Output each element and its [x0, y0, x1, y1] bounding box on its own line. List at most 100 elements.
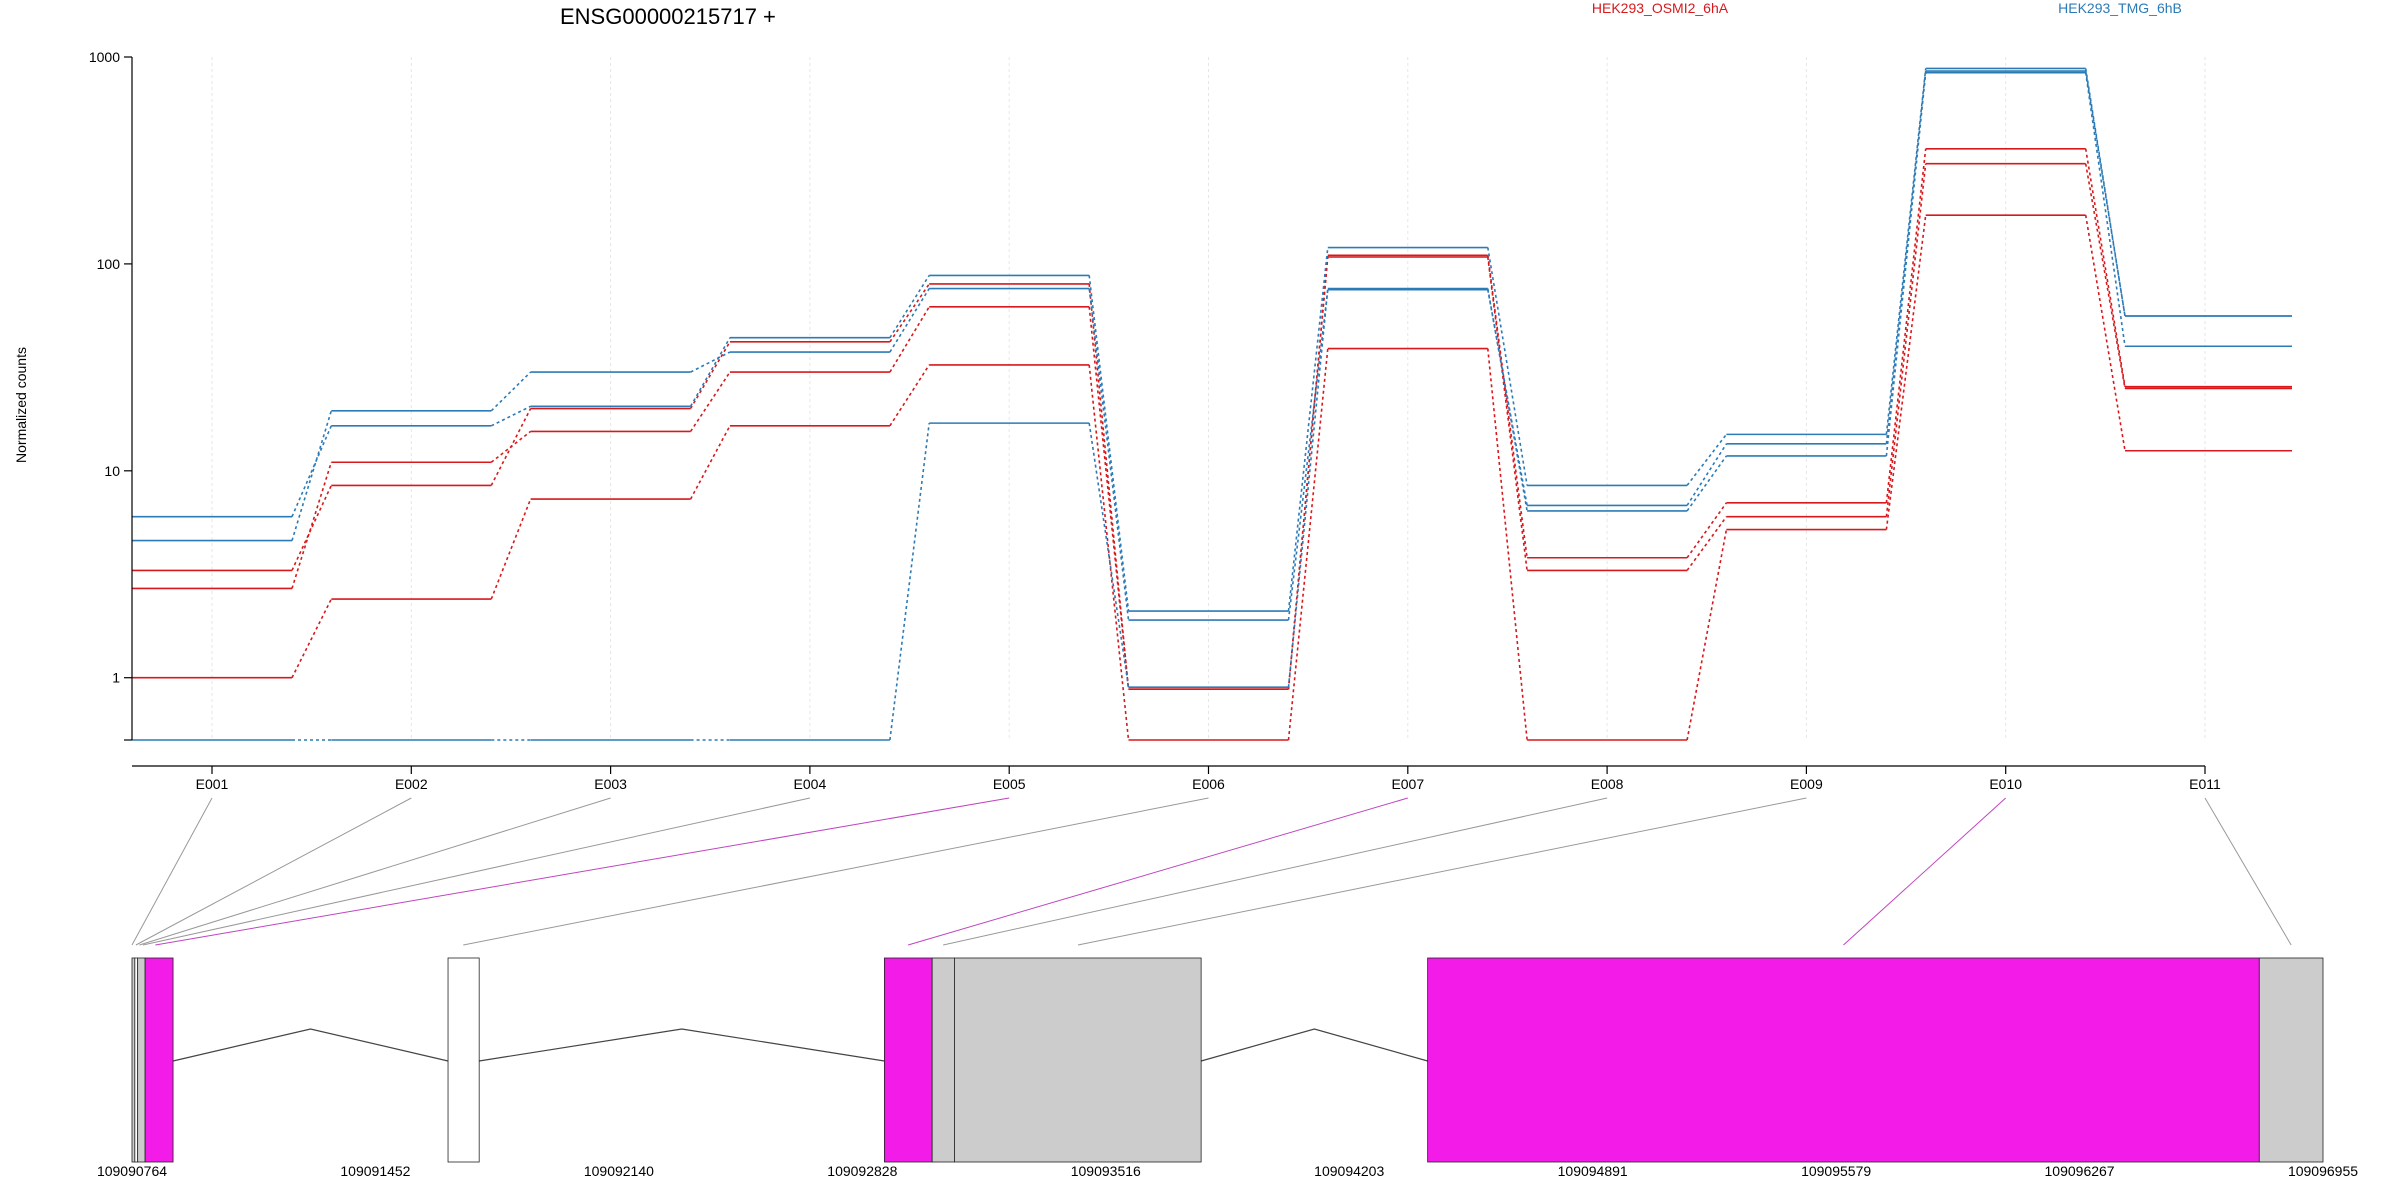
axes: 1 10 100 1000 E001 E002 E003 E004 E005 E006 E007 E0… [89, 49, 2221, 792]
data-connector [291, 598, 333, 679]
data-connector [689, 337, 731, 407]
data-connector [1885, 72, 1927, 457]
exon-link-line [131, 797, 213, 946]
y-tick-label: 1000 [89, 49, 120, 65]
series-HEK293_OSMI2_6hA [132, 148, 2292, 691]
exon-link-line [139, 797, 611, 946]
data-connector [689, 341, 731, 409]
data-connector [889, 283, 930, 343]
data-connector [1088, 283, 1130, 690]
data-connector [490, 405, 531, 427]
x-tick-label: E003 [594, 776, 627, 792]
series-HEK293_TMG_6hB [132, 67, 2292, 612]
series-HEK293_OSMI2_6hA [132, 162, 2292, 691]
x-tick-label: E001 [196, 776, 229, 792]
x-tick-label: E011 [2189, 776, 2221, 792]
data-connector [490, 430, 532, 463]
gene-model: 109090764 109091452 109092140 109092828 1090… [97, 957, 2358, 1179]
coordinate-label: 109094203 [1314, 1163, 1384, 1179]
data-connector [689, 371, 731, 432]
data-connector [1686, 455, 1728, 512]
series-HEK293_OSMI2_6hA [132, 214, 2292, 741]
data-connector [291, 462, 333, 589]
data-connector [1088, 423, 1130, 688]
data-connector [490, 498, 532, 600]
data-connector [2084, 215, 2126, 451]
chart-title: ENSG00000215717 + [560, 4, 776, 29]
exon-link-line [907, 797, 1408, 946]
y-axis-label: Normalized counts [13, 347, 29, 463]
y-tick-label: 100 [97, 256, 121, 272]
coordinate-label: 109095579 [1801, 1163, 1871, 1179]
coordinate-label: 109093516 [1071, 1163, 1141, 1179]
data-connector [490, 371, 532, 412]
data-connector [1088, 275, 1130, 612]
exon-box-gray [137, 957, 146, 1163]
data-connector [2084, 148, 2126, 387]
data-connector [291, 485, 333, 571]
data-connector [1088, 306, 1130, 690]
data-connector [2084, 70, 2126, 317]
intron-line [479, 1028, 885, 1062]
series-HEK293_TMG_6hB [132, 71, 2292, 741]
data-connector [1287, 256, 1329, 690]
exon-link-line [135, 797, 412, 946]
data-connector [889, 423, 930, 741]
coordinate-label: 109096267 [2045, 1163, 2115, 1179]
coordinate-label: 109094891 [1558, 1163, 1628, 1179]
exon-link-line [1077, 797, 1807, 946]
vertical-grid [211, 57, 2206, 740]
exon-link-line [463, 797, 1209, 946]
data-connector [1686, 502, 1728, 559]
data-connector [889, 274, 930, 339]
exon-box-gray [131, 957, 136, 1163]
exon-box-magenta [144, 957, 174, 1163]
series-HEK293_TMG_6hB [132, 70, 2292, 621]
y-tick-label: 1 [112, 670, 120, 686]
data-connector [291, 425, 333, 518]
data-connector [1686, 516, 1728, 571]
exon-link-line [2204, 797, 2292, 946]
legend-entry-osmi2: HEK293_OSMI2_6hA [1592, 0, 1729, 16]
intron-line [172, 1028, 449, 1062]
data-connector [1686, 433, 1728, 486]
data-connector [1885, 68, 1927, 435]
data-connector [889, 288, 930, 353]
coordinate-label: 109090764 [97, 1163, 167, 1179]
data-connector [1088, 364, 1130, 741]
x-tick-label: E010 [1989, 776, 2022, 792]
data-connector [1487, 348, 1528, 741]
exon-link-line [142, 797, 811, 946]
data-connector [1487, 256, 1528, 571]
exon-link-line [1843, 797, 2007, 946]
exon-box-white [134, 957, 139, 1163]
data-connector [1088, 288, 1130, 621]
data-connector [1487, 288, 1528, 512]
data-connector [889, 364, 930, 427]
legend-entry-tmg: HEK293_TMG_6hB [2058, 0, 2182, 16]
data-connector [1487, 247, 1528, 486]
data-connector [2084, 72, 2126, 347]
data-connector [1885, 148, 1927, 503]
exon-box-gray [2258, 957, 2324, 1163]
data-connector [1287, 348, 1329, 741]
exon-box-white [447, 957, 480, 1163]
x-tick-label: E004 [794, 776, 827, 792]
coordinate-label: 109091452 [340, 1163, 410, 1179]
exon-link-line [943, 797, 1608, 946]
x-tick-label: E005 [993, 776, 1026, 792]
data-connector [1885, 163, 1927, 517]
x-tick-label: E009 [1790, 776, 1823, 792]
data-connector [1686, 443, 1728, 506]
x-tick-label: E008 [1591, 776, 1624, 792]
exon-link-line [155, 797, 1010, 946]
data-connector [1686, 529, 1728, 741]
y-tick-label: 10 [104, 463, 120, 479]
data-connector [2084, 163, 2126, 389]
data-connector [690, 351, 731, 373]
series-lines [132, 67, 2292, 741]
coordinate-label: 109092828 [827, 1163, 897, 1179]
intron-line [1200, 1028, 1428, 1062]
data-connector [889, 306, 930, 373]
